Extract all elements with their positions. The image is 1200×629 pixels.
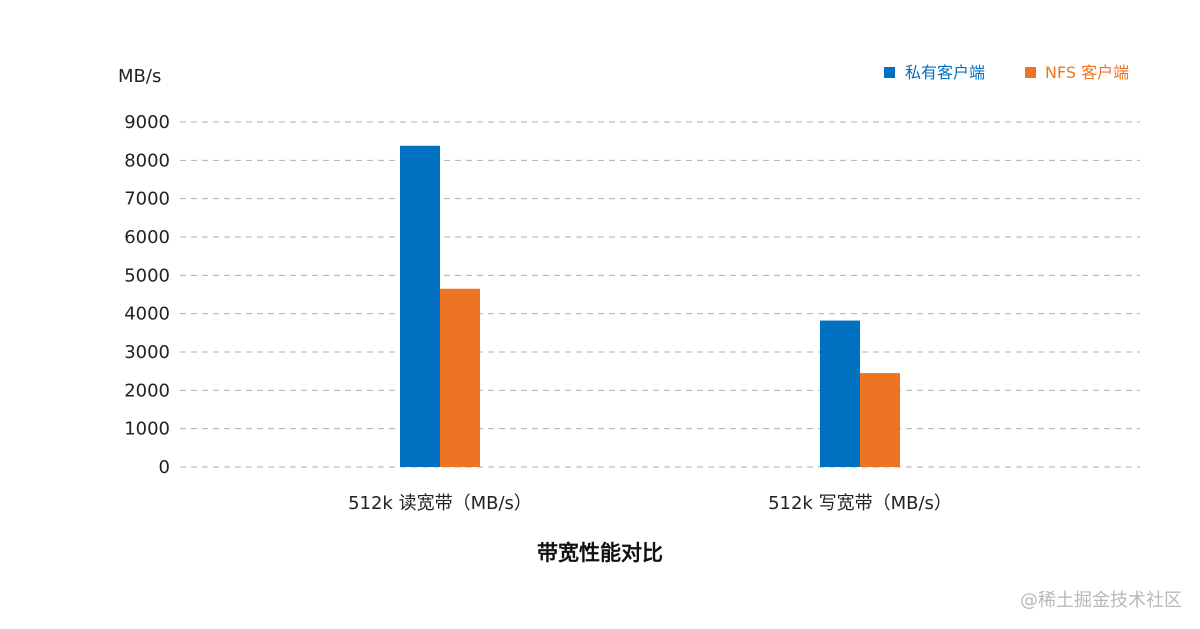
y-tick-label: 2000 bbox=[124, 380, 170, 401]
y-tick-label: 1000 bbox=[124, 419, 170, 440]
y-tick-label: 8000 bbox=[124, 150, 170, 171]
y-tick-label: 0 bbox=[159, 457, 170, 478]
y-tick-label: 5000 bbox=[124, 265, 170, 286]
bar-nfs-client bbox=[860, 373, 900, 467]
legend-label-nfs-client: NFS 客户端 bbox=[1045, 63, 1129, 82]
y-tick-label: 3000 bbox=[124, 342, 170, 363]
gridlines bbox=[180, 121, 1140, 468]
y-tick-label: 9000 bbox=[124, 112, 170, 133]
y-tick-label: 6000 bbox=[124, 227, 170, 248]
legend-swatch-private-client bbox=[884, 67, 895, 78]
y-axis-unit-label: MB/s bbox=[118, 66, 161, 87]
watermark: @稀土掘金技术社区 bbox=[1020, 590, 1182, 611]
legend-label-private-client: 私有客户端 bbox=[905, 63, 985, 82]
bar-private-client bbox=[400, 145, 440, 467]
legend: 私有客户端 NFS 客户端 bbox=[884, 63, 1129, 82]
x-category-label: 512k 写宽带（MB/s） bbox=[768, 493, 952, 514]
bar-private-client bbox=[820, 320, 860, 467]
x-axis-categories: 512k 读宽带（MB/s） 512k 写宽带（MB/s） bbox=[348, 493, 952, 514]
y-axis-ticks: 0 1000 2000 3000 4000 5000 6000 7000 8000 9000 bbox=[124, 112, 170, 478]
y-tick-label: 4000 bbox=[124, 304, 170, 325]
bars bbox=[400, 145, 900, 467]
bar-nfs-client bbox=[440, 288, 480, 467]
legend-swatch-nfs-client bbox=[1025, 67, 1036, 78]
chart-title: 带宽性能对比 bbox=[537, 541, 663, 565]
y-tick-label: 7000 bbox=[124, 189, 170, 210]
x-category-label: 512k 读宽带（MB/s） bbox=[348, 493, 532, 514]
